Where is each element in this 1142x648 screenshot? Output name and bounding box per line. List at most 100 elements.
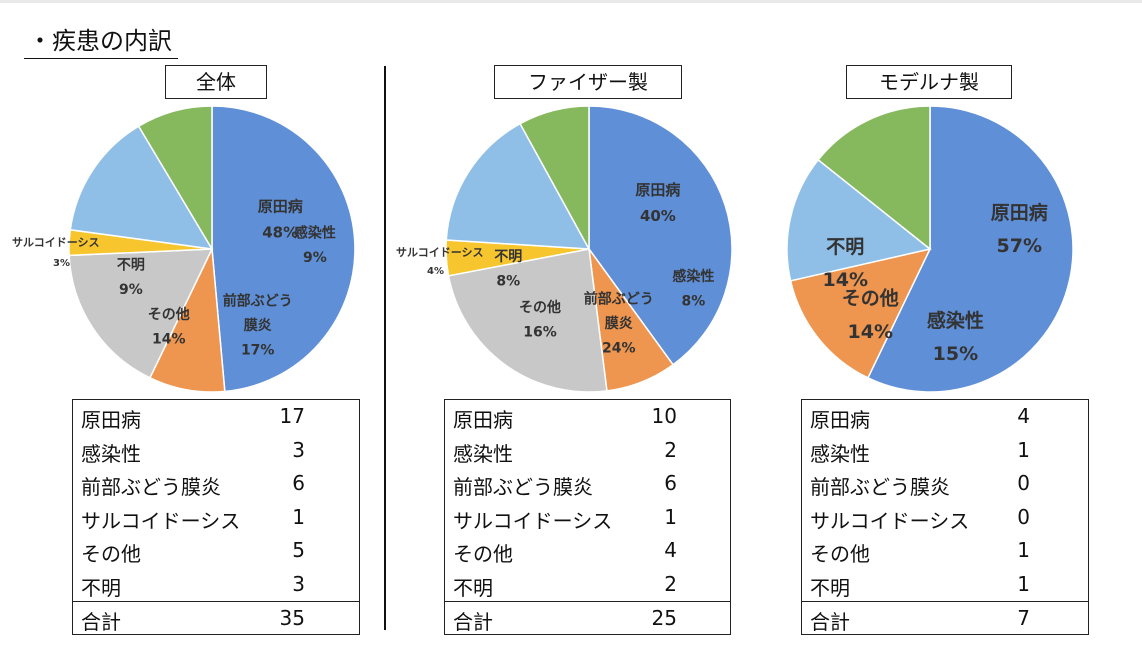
table-row: 前部ぶどう膜炎 6 [445,467,730,501]
pie-slice-3 [68,248,214,379]
row-label: 不明 [81,575,121,600]
slice-percent: 17% [241,342,275,358]
row-value: 1 [1017,571,1030,596]
pie-chart-pfizer: 原田病 40% 感染性 8% 前部ぶどう膜炎 24% サルコイドーシス 4% その他 16% 不明 8… [396,105,733,393]
slice-percent: 9% [119,282,143,298]
row-value: 0 [1017,504,1030,529]
slice-label: 不明 [826,236,864,258]
row-value: 4 [1017,404,1030,428]
row-label: 原田病 [810,408,870,432]
panel-pfizer: ファイザー製 原田病 40% 感染性 8% 前部ぶどう 膜炎 24% サルコイドーシス 4% その… [0,0,733,648]
table-row: 不明 3 [73,568,359,602]
row-label: その他 [81,542,141,566]
pie-slice-6 [519,105,590,250]
total-row: 合計 35 [73,601,359,634]
panel-moderna: モデルナ製 原田病 57% 感染性 15% その他 14% 不明 14% 原田病 4 感染性 1 … [0,0,1089,648]
table-row: 原田病 4 [802,400,1088,434]
slice-label: 原田病 [258,197,303,215]
row-value: 6 [292,471,305,495]
slice-percent: 14% [152,332,186,348]
slice-label: 原田病 [991,201,1048,224]
pie-slice-2 [789,247,932,379]
table-row: サルコイドーシス 1 [73,501,359,535]
slice-percent: 16% [523,325,557,341]
slice-label: 膜炎 [244,317,272,334]
table-row: 不明 1 [802,568,1088,602]
table-row: 前部ぶどう膜炎 6 [73,467,359,501]
slice-percent: 8% [682,293,706,309]
row-label: サルコイドーシス [810,508,970,533]
pie-slice-1 [588,105,733,366]
row-value: 6 [664,471,677,495]
pie-slice-6 [137,105,213,252]
table-row: 原田病 17 [73,400,359,434]
panel-divider [384,66,386,630]
slice-percent: 4% [427,266,444,277]
slice-label: 前部ぶどう [584,291,654,308]
row-value: 1 [292,504,305,529]
pie-labels: 原田病 40% 感染性 8% 前部ぶどう膜炎 24% サルコイドーシス 4% その他 16% 不明 8… [396,181,714,357]
row-value: 3 [292,571,305,596]
slice-label: 感染性 [294,225,336,242]
total-row: 合計 25 [445,601,730,634]
slice-percent: 9% [303,250,327,266]
row-value: 5 [292,538,305,562]
row-value: 1 [1017,437,1030,462]
slice-percent: 15% [933,343,978,365]
table-row: 感染性 2 [445,434,730,468]
row-value: 17 [279,404,305,428]
slice-percent: 3% [53,258,70,269]
row-label: 感染性 [81,441,141,466]
table-row: 前部ぶどう膜炎 0 [802,467,1088,501]
row-label: 感染性 [810,441,870,466]
row-label: 前部ぶどう膜炎 [810,475,950,499]
count-table-all: 原田病 17 感染性 3 前部ぶどう膜炎 6 サルコイドーシス 1 その他 5 不明 3 合… [72,399,360,635]
table-row: 原田病 10 [445,400,730,434]
row-label: 原田病 [81,408,141,432]
pie-slice-3 [786,158,932,282]
pie-slice-5 [69,125,214,250]
total-label: 合計 [810,610,850,634]
row-label: 原田病 [453,408,513,432]
pie-slices [68,105,356,393]
count-table-pfizer: 原田病 10 感染性 2 前部ぶどう膜炎 6 サルコイドーシス 1 その他 4 不明 2 合… [444,399,731,635]
row-label: その他 [810,542,870,566]
pie-slice-1 [211,105,356,393]
row-value: 2 [664,571,677,596]
chart-title: モデルナ製 [846,65,1012,99]
total-value: 7 [1017,606,1030,630]
slice-percent: 57% [997,235,1042,257]
slice-percent: 48% [262,224,298,242]
slice-label: 原田病 [635,181,680,199]
row-value: 10 [651,404,677,428]
row-value: 2 [664,437,677,462]
row-label: サルコイドーシス [453,508,613,533]
table-row: その他 1 [802,534,1088,568]
table-row: 感染性 3 [73,434,359,468]
row-label: 感染性 [453,441,513,466]
pie-slices [445,105,733,393]
row-label: その他 [453,542,513,566]
pie-slice-1 [866,105,1074,393]
pie-slice-5 [445,122,591,250]
slice-percent: 40% [640,207,676,225]
slice-label: サルコイドーシス [396,246,484,259]
row-value: 4 [664,538,677,562]
total-value: 25 [651,606,677,630]
row-value: 0 [1017,471,1030,495]
slice-label: 前部ぶどう [223,292,293,309]
pie-slice-3 [447,248,608,393]
slice-label: その他 [148,306,190,323]
slice-percent: 24% [602,341,636,357]
total-row: 合計 7 [802,601,1088,634]
page-heading: ・疾患の内訳 [24,26,178,59]
slice-percent: 14% [823,269,868,291]
slice-label: その他 [519,299,561,316]
count-table-moderna: 原田病 4 感染性 1 前部ぶどう膜炎 0 サルコイドーシス 0 その他 1 不明 1 合計… [801,399,1089,635]
row-value: 3 [292,437,305,462]
total-label: 合計 [81,610,121,634]
row-label: サルコイドーシス [81,508,241,533]
table-row: その他 5 [73,534,359,568]
